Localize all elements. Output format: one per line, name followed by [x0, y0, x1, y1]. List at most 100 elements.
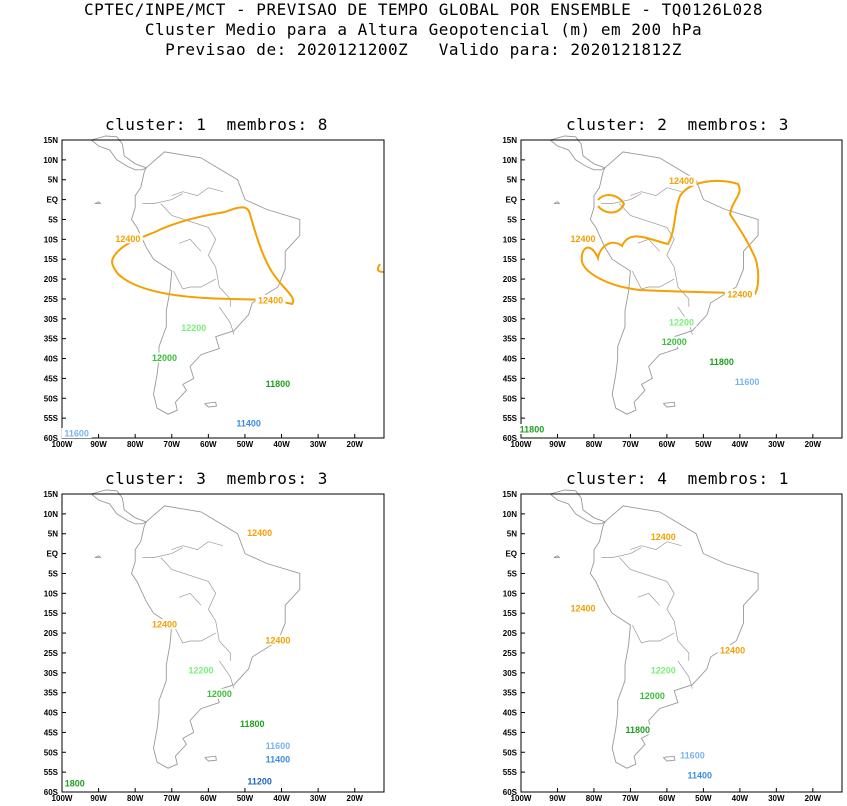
lat-tick-label: 15S	[503, 609, 518, 618]
contour-label-bg	[666, 175, 697, 186]
lat-tick-label: EQ	[505, 196, 517, 205]
country-border	[178, 238, 202, 252]
lat-tick-label: 30S	[44, 315, 59, 324]
contour-label-12400: 12400	[152, 620, 177, 630]
contour-label-bg	[186, 664, 217, 675]
contour-label-12400: 12400	[669, 176, 694, 186]
panel-2-title: cluster: 2 membros: 3	[566, 115, 789, 134]
lat-tick-label: 5N	[507, 530, 517, 539]
lat-tick-label: 40S	[44, 355, 59, 364]
lat-tick-label: EQ	[505, 550, 517, 559]
lat-tick-label: 35S	[44, 689, 59, 698]
contour-label-bg	[732, 376, 763, 387]
lat-tick-label: 15N	[43, 490, 58, 499]
lon-tick-label: 30W	[768, 794, 785, 803]
lon-tick-label: 40W	[732, 794, 749, 803]
lat-tick-label: 40S	[44, 709, 59, 718]
lat-tick-label: 10N	[43, 156, 58, 165]
contour-label-12200: 12200	[181, 323, 206, 333]
lat-tick-label: 20S	[44, 275, 59, 284]
contour-11600	[600, 752, 842, 796]
contour-label-bg	[61, 428, 92, 439]
header-line-2: Cluster Medio para a Altura Geopotencial…	[144, 20, 703, 39]
contour-label-12400: 12400	[258, 295, 283, 305]
country-border	[677, 660, 693, 689]
contour-label-11800: 11800	[520, 425, 545, 435]
panel-3-title: cluster: 3 membros: 3	[105, 469, 328, 488]
country-border	[178, 592, 202, 606]
lat-tick-label: 55S	[44, 768, 59, 777]
lon-tick-label: 50W	[695, 440, 712, 449]
coastline	[662, 401, 676, 408]
contour-label-11600: 11600	[266, 741, 291, 751]
lat-tick-label: 15S	[44, 609, 59, 618]
coastline-south-america	[131, 505, 301, 769]
lat-tick-label: 55S	[44, 414, 59, 423]
lon-tick-label: 80W	[127, 440, 144, 449]
contour-label-bg	[204, 688, 235, 699]
lat-tick-label: 40S	[503, 355, 518, 364]
contour-12000	[523, 340, 842, 408]
contour-label-bg	[262, 754, 293, 765]
contour-label-12400: 12400	[727, 289, 752, 299]
lat-tick-label: 60S	[503, 788, 518, 797]
lon-tick-label: 100W	[511, 794, 532, 803]
panel-1-title: cluster: 1 membros: 8	[105, 115, 328, 134]
coastline	[204, 755, 217, 762]
country-border	[630, 187, 682, 196]
plot-frame	[520, 493, 843, 793]
contour-label-12400: 12400	[247, 528, 272, 538]
coastline	[549, 489, 606, 525]
coastline-south-america	[589, 505, 759, 769]
lon-tick-label: 90W	[90, 794, 107, 803]
contour-label-bg	[724, 288, 755, 299]
lon-tick-label: 100W	[511, 440, 532, 449]
lon-tick-label: 40W	[273, 440, 290, 449]
contour-12200	[523, 671, 842, 718]
lon-tick-label: 40W	[273, 794, 290, 803]
lat-tick-label: 30S	[503, 315, 518, 324]
country-border	[601, 547, 642, 558]
contour-label-bg	[568, 603, 599, 614]
lat-tick-label: 5N	[507, 176, 517, 185]
lat-tick-label: 55S	[503, 768, 518, 777]
contour-label-bg	[262, 635, 293, 646]
lat-tick-label: 10N	[502, 510, 517, 519]
lat-tick-label: 5S	[507, 569, 517, 578]
lat-tick-label: 25S	[503, 649, 518, 658]
lon-tick-label: 70W	[164, 794, 181, 803]
lat-tick-label: 60S	[503, 434, 518, 443]
lon-tick-label: 40W	[732, 440, 749, 449]
panel-2-map: 15N 10N 5N EQ 5S 10S 15S 20S 25S 30S 35S 40S 45S 50S 5…	[502, 135, 843, 449]
lon-tick-label: 20W	[805, 794, 822, 803]
map-base	[549, 135, 759, 415]
contour-label-11400: 11400	[687, 771, 712, 781]
coastline-south-america	[131, 151, 301, 415]
lat-tick-label: 5N	[48, 530, 58, 539]
contour-label-bg	[237, 718, 268, 729]
coastline	[94, 555, 102, 559]
lon-tick-label: 70W	[622, 440, 639, 449]
panel-4-title: cluster: 4 membros: 1	[566, 469, 789, 488]
country-border	[219, 306, 235, 335]
lon-tick-label: 80W	[586, 794, 603, 803]
contour-12400	[580, 179, 760, 296]
contour-label-12000: 12000	[207, 689, 232, 699]
contour-label-11600: 11600	[680, 751, 705, 761]
lon-tick-label: 90W	[90, 440, 107, 449]
lon-tick-label: 90W	[549, 794, 566, 803]
lon-tick-label: 70W	[622, 794, 639, 803]
contour-label-bg	[244, 776, 275, 787]
lat-tick-label: 20S	[44, 629, 59, 638]
contour-label-bg	[112, 233, 143, 244]
contour-12400-east	[376, 263, 384, 273]
lon-tick-label: 20W	[805, 440, 822, 449]
lon-tick-label: 20W	[347, 440, 364, 449]
contour-label-12400: 12400	[720, 645, 745, 655]
lon-tick-label: 50W	[237, 794, 254, 803]
lat-tick-label: EQ	[46, 196, 58, 205]
contour-label-bg	[568, 233, 599, 244]
lat-tick-label: 20S	[503, 629, 518, 638]
contour-label-11800: 11800	[240, 719, 265, 729]
contour-label-bg	[666, 316, 697, 327]
